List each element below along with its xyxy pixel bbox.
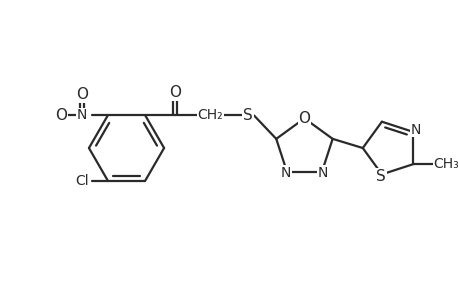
- Text: O: O: [76, 87, 88, 102]
- Text: S: S: [375, 169, 385, 184]
- Text: O: O: [298, 111, 310, 126]
- Text: CH₂: CH₂: [197, 109, 223, 122]
- Text: N: N: [410, 123, 420, 137]
- Text: N: N: [317, 166, 327, 180]
- Text: S: S: [243, 108, 252, 123]
- Text: N: N: [280, 166, 291, 180]
- Text: O: O: [55, 108, 67, 123]
- Text: CH₃: CH₃: [433, 157, 459, 171]
- Text: O: O: [168, 85, 180, 100]
- Text: N: N: [77, 109, 87, 122]
- Text: Cl: Cl: [75, 174, 89, 188]
